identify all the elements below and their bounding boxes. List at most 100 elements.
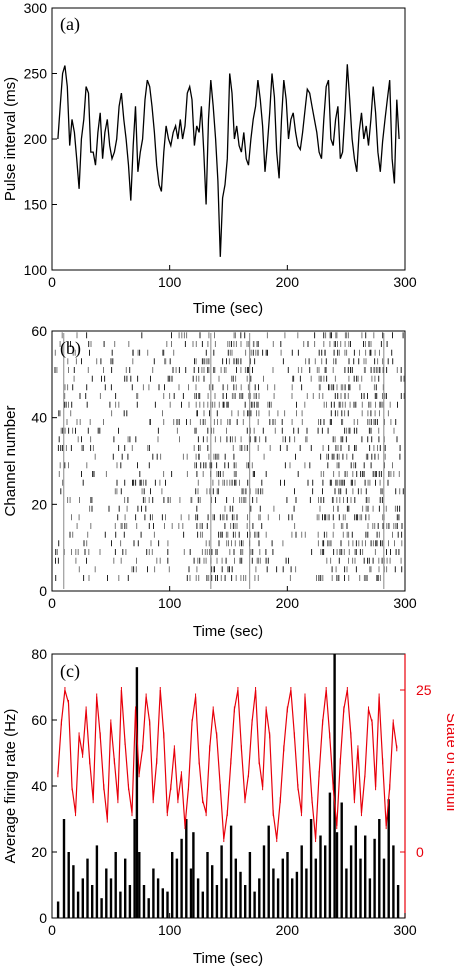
firing-rate-bar	[124, 858, 127, 918]
firing-rate-bar	[67, 852, 70, 918]
firing-rate-bar	[335, 832, 339, 918]
firing-rate-bar	[220, 845, 223, 918]
y-tick-label: 40	[31, 410, 47, 426]
firing-rate-bar	[91, 885, 94, 918]
panel-c-ylabel: Average firing rate (Hz)	[2, 709, 19, 864]
panel-b-frame	[51, 330, 406, 592]
firing-rate-bar	[225, 878, 228, 918]
firing-rate-bar	[109, 878, 113, 918]
firing-rate-bar	[105, 868, 108, 918]
firing-rate-bar	[62, 819, 66, 918]
x-tick-label: 200	[276, 274, 300, 290]
panel-c-y2label: State of stimuli	[443, 713, 454, 811]
firing-rate-bar	[119, 891, 122, 918]
y2-tick-label: 25	[416, 682, 432, 698]
x-tick-label: 100	[158, 595, 182, 611]
y-tick-label: 100	[24, 262, 48, 278]
firing-rate-bar	[76, 891, 80, 918]
x-tick-label: 200	[276, 922, 300, 938]
firing-rate-bar	[215, 885, 219, 918]
y-tick-label: 300	[24, 0, 48, 16]
y-tick-label: 60	[31, 323, 47, 339]
y-tick-label: 0	[39, 910, 47, 926]
x-tick-label: 300	[393, 595, 417, 611]
y-tick-label: 250	[24, 66, 48, 82]
firing-rate-bar	[305, 868, 308, 918]
panel-c-label: (c)	[60, 661, 80, 682]
firing-rate-bar	[56, 901, 60, 918]
x-tick-label: 0	[48, 595, 56, 611]
x-tick-label: 200	[276, 595, 300, 611]
firing-rate-bar	[95, 845, 99, 918]
firing-rate-bar	[185, 819, 188, 918]
firing-rate-bar	[354, 825, 357, 918]
panel-a-xlabel: Time (sec)	[193, 300, 263, 317]
firing-rate-bar	[272, 868, 275, 918]
firing-rate-bar	[201, 891, 204, 918]
firing-rate-bar	[142, 885, 146, 918]
firing-rate-bar	[138, 852, 141, 918]
firing-rate-bar	[161, 888, 164, 918]
firing-rate-bar	[378, 819, 381, 918]
y-tick-label: 60	[31, 712, 47, 728]
stimulus-state-line	[57, 689, 398, 840]
x-tick-label: 100	[158, 922, 182, 938]
firing-rate-bar	[309, 819, 313, 918]
y-tick-label: 200	[24, 131, 48, 147]
firing-rate-bar	[286, 852, 289, 918]
x-tick-label: 300	[393, 274, 417, 290]
firing-rate-bar	[166, 891, 169, 918]
firing-rate-bar	[81, 878, 84, 918]
x-tick-label: 0	[48, 922, 56, 938]
firing-rate-bar	[333, 654, 336, 918]
panel-b-label: (b)	[60, 338, 81, 359]
firing-rate-bar	[128, 885, 132, 918]
firing-rate-bar	[147, 898, 150, 918]
firing-rate-bar	[86, 858, 89, 918]
firing-rate-bar	[328, 792, 332, 918]
firing-rate-bar	[340, 802, 343, 918]
panel-b-ticks: 0 100 200 300 0 20 40 60	[31, 323, 416, 611]
y-tick-label: 40	[31, 778, 47, 794]
x-tick-label: 100	[158, 274, 182, 290]
firing-rate-bar	[281, 858, 284, 918]
panel-b-ylabel: Channel number	[2, 406, 19, 517]
firing-rate-bar	[314, 858, 317, 918]
firing-rate-bar	[258, 878, 261, 918]
panel-c: 0 100 200 300 0 20 40 60 80 0 25 (c) Time (sec) Av…	[2, 646, 454, 967]
panel-b-xlabel: Time (sec)	[193, 623, 263, 640]
firing-rate-bar	[392, 845, 395, 918]
firing-rate-bar	[387, 799, 390, 918]
firing-rate-bar	[382, 858, 386, 918]
firing-rate-bar	[244, 885, 247, 918]
firing-rate-bar	[300, 845, 303, 918]
firing-rate-bar	[276, 878, 280, 918]
x-tick-label: 0	[48, 274, 56, 290]
y2-tick-label: 0	[416, 844, 424, 860]
panel-a-ylabel: Pulse interval (ms)	[2, 77, 19, 201]
firing-rate-bar	[171, 852, 174, 918]
firing-rate-bar	[206, 852, 209, 918]
firing-rate-bar	[349, 845, 353, 918]
firing-rate-bar	[319, 835, 322, 918]
firing-rate-bar	[248, 852, 252, 918]
panel-a-label: (a)	[60, 14, 80, 35]
firing-rate-bar	[234, 858, 237, 918]
panel-c-ticks: 0 100 200 300 0 20 40 60 80 0 25	[31, 646, 431, 938]
firing-rate-bar	[239, 871, 242, 918]
x-tick-label: 300	[393, 922, 417, 938]
panel-c-xlabel: Time (sec)	[193, 950, 263, 967]
firing-rate-bar	[100, 898, 103, 918]
firing-rate-bar	[295, 871, 299, 918]
firing-rate-bar	[156, 878, 160, 918]
firing-rate-bar	[152, 868, 155, 918]
y-tick-label: 0	[39, 583, 47, 599]
firing-rate-bar	[324, 845, 327, 918]
firing-rate-bar	[175, 858, 179, 918]
y-tick-label: 20	[31, 844, 47, 860]
panel-a-plot-area	[57, 64, 400, 257]
y-tick-label: 20	[31, 496, 47, 512]
